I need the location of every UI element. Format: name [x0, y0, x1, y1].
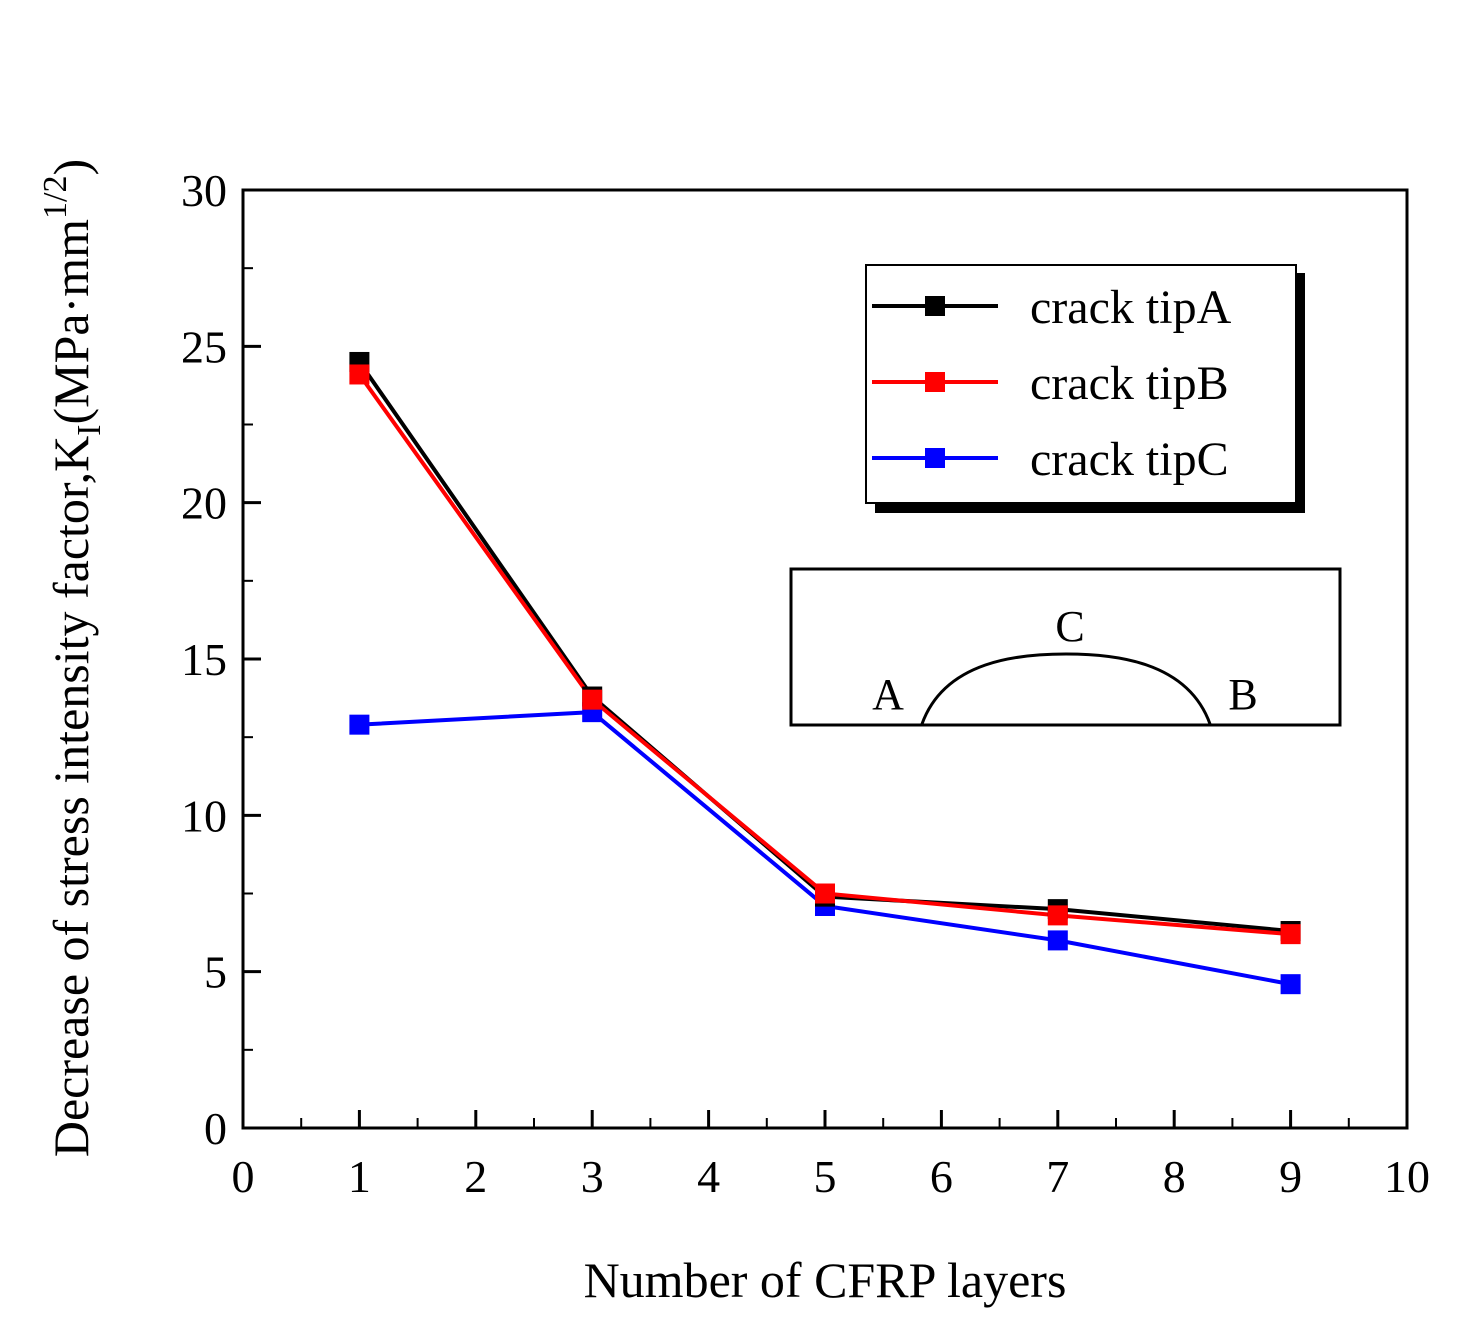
- x-tick-label: 8: [1163, 1151, 1186, 1202]
- y-axis-title-prefix: Decrease of stress intensity factor,K: [43, 436, 99, 1157]
- x-tick-label: 9: [1279, 1151, 1302, 1202]
- y-axis: 0 5 10 15 20 25 30: [181, 165, 261, 1154]
- y-tick-label: 25: [181, 321, 227, 372]
- y-tick-label: 10: [181, 790, 227, 841]
- inset-label-a: A: [872, 670, 904, 719]
- crack-front-arc: [920, 652, 1212, 725]
- legend-label: crack tipC: [1030, 433, 1229, 486]
- y-axis-title: Decrease of stress intensity factor,KI(M…: [37, 159, 108, 1157]
- series-3-point: [1280, 974, 1301, 995]
- x-axis-title: Number of CFRP layers: [584, 1252, 1067, 1308]
- y-axis-title-unit-close: ): [43, 159, 99, 176]
- x-axis: 0 1 2 3 4 5 6 7 8 9 10: [232, 1110, 1430, 1202]
- inset-label-b: B: [1228, 670, 1257, 719]
- series-2-point: [1047, 905, 1068, 926]
- crack-schematic-inset: A C B: [789, 567, 1342, 727]
- legend: crack tipA crack tipB crack tipC: [865, 264, 1305, 513]
- y-tick-label: 15: [181, 634, 227, 685]
- legend-marker: [925, 448, 945, 468]
- x-tick-label: 1: [348, 1151, 371, 1202]
- y-tick-label: 5: [204, 947, 227, 998]
- x-tick-label: 5: [814, 1151, 837, 1202]
- series-3-point: [1047, 930, 1068, 951]
- x-tick-label: 6: [930, 1151, 953, 1202]
- x-tick-label: 4: [697, 1151, 720, 1202]
- legend-marker: [925, 372, 945, 392]
- x-tick-label: 10: [1384, 1151, 1430, 1202]
- y-tick-label: 20: [181, 478, 227, 529]
- series-2-point: [1280, 924, 1301, 945]
- y-axis-title-superscript: 1/2: [37, 175, 74, 218]
- y-tick-label: 30: [181, 165, 227, 216]
- series-line-3: [359, 710, 1291, 987]
- inset-label-c: C: [1055, 602, 1084, 651]
- x-tick-label: 3: [581, 1151, 604, 1202]
- series-2-point: [815, 883, 835, 904]
- legend-label: crack tipB: [1030, 357, 1229, 410]
- series-layer: [349, 351, 1301, 995]
- y-tick-label: 0: [204, 1103, 227, 1154]
- series-3-point: [349, 714, 370, 735]
- x-tick-label: 0: [232, 1151, 255, 1202]
- x-tick-label: 2: [464, 1151, 487, 1202]
- y-axis-title-subscript: I: [71, 424, 108, 435]
- legend-label: crack tipA: [1030, 281, 1232, 334]
- series-2-point: [582, 689, 603, 710]
- y-axis-title-unit-open: (MPa·mm: [43, 219, 99, 425]
- series-2-point: [349, 364, 370, 385]
- x-tick-label: 7: [1046, 1151, 1069, 1202]
- legend-marker: [925, 296, 945, 316]
- inset-box: [789, 567, 1342, 727]
